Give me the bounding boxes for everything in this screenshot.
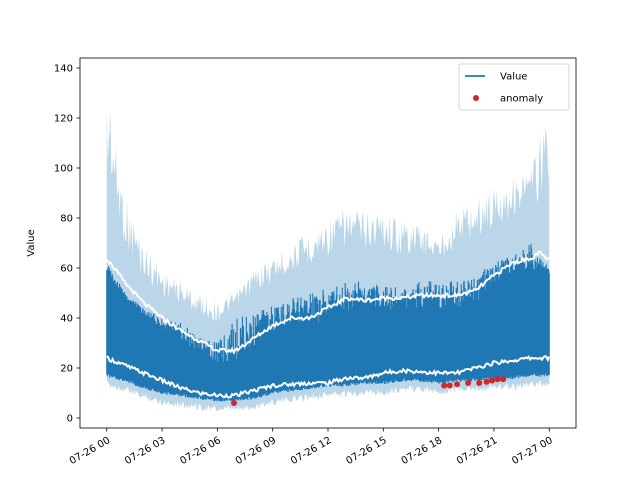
y-tick-label: 140: [54, 64, 73, 75]
upper-mean-line: [106, 250, 550, 355]
legend-box: [458, 63, 570, 111]
x-tick-label: 07-26 18: [400, 435, 444, 467]
anomaly-point: [465, 380, 472, 386]
anomaly-point: [483, 378, 490, 385]
value-series-core: [106, 273, 550, 398]
anomaly-point: [494, 376, 501, 383]
y-tick-label: 120: [54, 114, 73, 125]
anomaly-point: [454, 381, 461, 388]
x-tick-label: 07-26 00: [68, 435, 112, 467]
y-tick-label: 100: [54, 164, 73, 175]
y-tick-label: 20: [60, 364, 73, 375]
anomaly-point: [476, 380, 483, 386]
y-axis-title: Value: [26, 229, 37, 256]
x-tick-label: 07-26 03: [123, 435, 167, 467]
x-tick-label: 07-26 09: [234, 435, 278, 467]
y-tick-label: 0: [67, 414, 73, 425]
anomaly-point: [446, 382, 453, 389]
x-tick-label: 07-26 06: [178, 435, 222, 467]
anomaly-point: [441, 382, 448, 389]
y-tick-label: 80: [60, 214, 73, 225]
x-tick-label: 07-27 00: [510, 435, 554, 467]
y-tick-label: 60: [60, 264, 73, 275]
lower-mean-line: [106, 355, 551, 399]
legend: Value anomaly: [458, 63, 570, 111]
legend-label: Value: [500, 72, 527, 83]
data-layer: [106, 110, 551, 412]
x-tick-label: 07-26 21: [455, 435, 499, 467]
x-tick-label: 07-26 12: [289, 435, 333, 467]
anomaly-point: [230, 400, 237, 406]
anomaly-point: [500, 376, 507, 383]
legend-label: anomaly: [500, 94, 543, 105]
y-tick-label: 40: [60, 314, 73, 325]
x-tick-label: 07-26 15: [344, 435, 388, 467]
anomaly-point: [489, 377, 496, 384]
legend-anomaly-swatch: [473, 95, 479, 101]
